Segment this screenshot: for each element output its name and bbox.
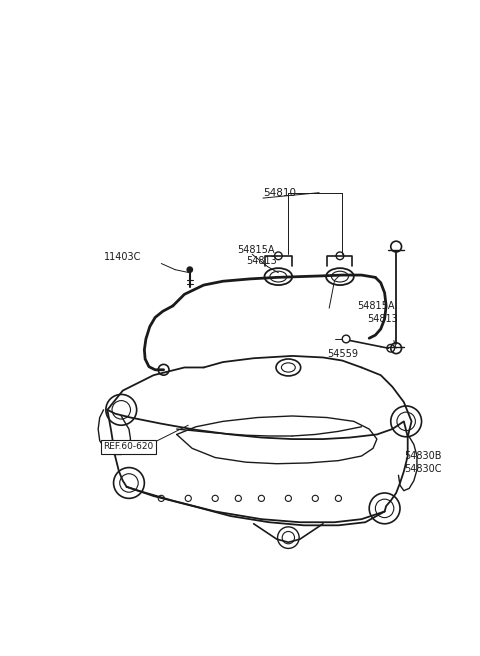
Text: 54830C: 54830C — [404, 464, 441, 474]
Text: 11403C: 11403C — [104, 253, 141, 262]
Circle shape — [187, 267, 192, 272]
Text: 54830B: 54830B — [404, 451, 441, 461]
Text: 54810: 54810 — [263, 188, 296, 197]
Text: 54815A: 54815A — [358, 301, 395, 311]
Text: 54815A: 54815A — [237, 245, 274, 255]
Text: 54813: 54813 — [246, 256, 277, 266]
Text: REF.60-620: REF.60-620 — [104, 442, 154, 451]
Text: 54813: 54813 — [368, 314, 398, 324]
Text: 54559: 54559 — [327, 350, 358, 359]
